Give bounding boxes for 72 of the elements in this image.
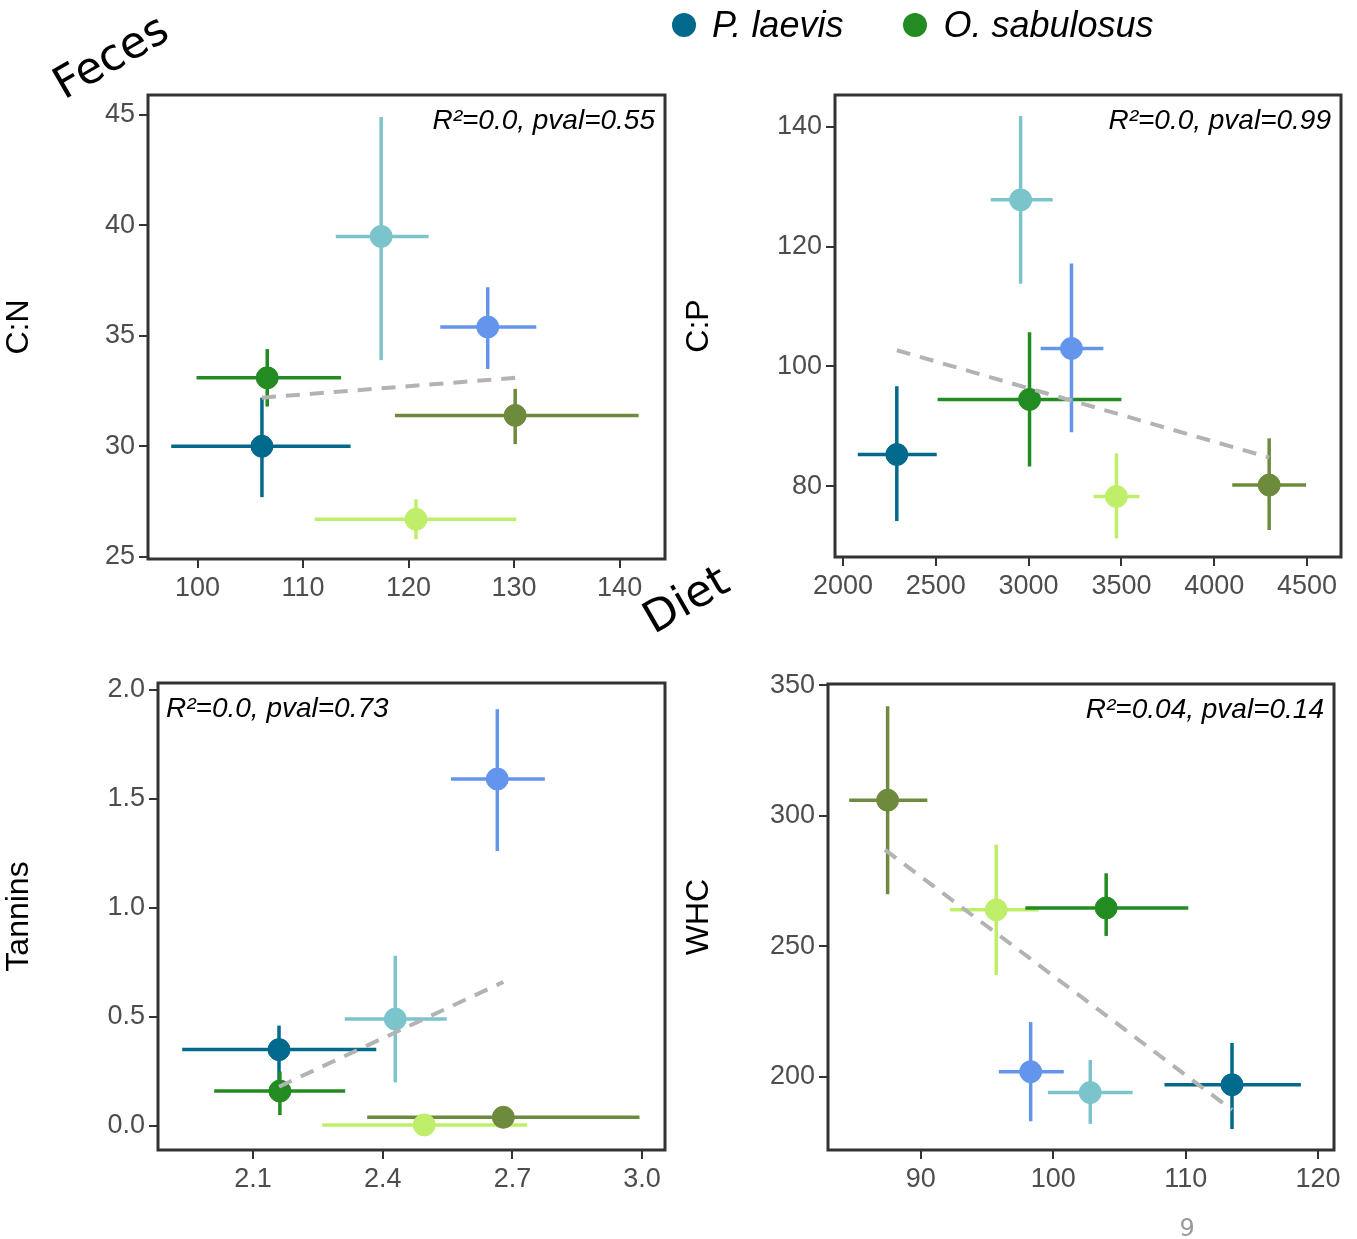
y-tick-label: 200 [769,1060,815,1091]
y-tick-label: 0.0 [107,1109,145,1140]
legend-label: O. sabulosus [943,4,1154,46]
point [267,1038,291,1062]
y-tick-label: 0.5 [107,1000,145,1031]
x-tick-label: 4500 [1276,569,1338,600]
point [1104,484,1128,508]
x-tick-label: 110 [281,571,325,602]
y-tick-label: 1.5 [107,782,145,813]
y-tick-label: 30 [104,429,135,460]
y-axis-title: C:P [679,299,716,353]
point [250,434,274,458]
x-tick-label: 3500 [1091,569,1152,600]
y-tick-label: 300 [769,799,815,830]
x-tick-label: 110 [1164,1162,1208,1193]
point [1078,1081,1102,1105]
x-tick-label: 100 [1030,1162,1076,1193]
point [1009,188,1033,212]
x-tick-label: 4000 [1184,569,1245,600]
x-tick-label: 120 [1295,1162,1341,1193]
point [876,788,900,812]
x-tick-label: 3.0 [623,1162,661,1193]
point [1220,1073,1244,1097]
point [1257,473,1281,497]
x-tick-label: 100 [175,571,221,602]
point [885,443,909,467]
x-tick-label: 90 [905,1162,936,1193]
point [485,767,509,791]
point [1094,896,1118,920]
x-tick-label: 2500 [905,569,966,600]
x-tick-label: 2.7 [493,1162,532,1193]
text: 9 [1179,1214,1195,1239]
x-tick-label: 120 [386,571,432,602]
y-tick-label: 2.0 [107,673,145,703]
y-tick-label: 120 [776,230,822,261]
point [1059,336,1083,360]
legend-label: P. laevis [712,4,844,46]
annotation: R²=0.0, pval=0.73 [166,691,390,723]
point [491,1105,515,1129]
x-tick-label: 140 [597,571,643,602]
point [255,366,279,390]
annotation: R²=0.04, pval=0.14 [1085,692,1324,724]
point [1019,1060,1043,1084]
point [383,1007,407,1031]
point [476,315,500,339]
point [503,403,527,427]
y-axis-title: C:N [0,299,36,355]
point [268,1079,292,1103]
y-tick-label: 250 [769,929,815,960]
y-axis-title: Tannins [0,861,36,972]
y-tick-label: 25 [104,540,135,571]
point [412,1113,436,1137]
point [1018,387,1042,411]
point [369,224,393,248]
y-tick-label: 140 [776,110,822,141]
y-tick-label: 1.0 [107,891,145,922]
x-tick-label: 2.1 [234,1162,272,1193]
y-tick-label: 35 [104,319,135,350]
x-tick-label: 2.4 [363,1162,402,1193]
x-tick-label: 3000 [998,569,1059,600]
annotation: R²=0.0, pval=0.99 [1108,103,1331,135]
y-tick-label: 45 [104,98,135,129]
annotation: R²=0.0, pval=0.55 [432,103,656,135]
y-tick-label: 350 [769,668,815,699]
point [984,898,1008,922]
y-tick-label: 80 [791,469,822,500]
y-tick-label: 40 [104,208,135,239]
x-tick-label: 2000 [812,569,874,600]
y-tick-label: 100 [776,349,822,380]
point [404,507,428,531]
x-tick-label: 130 [491,571,537,602]
y-axis-title: WHC [679,878,716,956]
